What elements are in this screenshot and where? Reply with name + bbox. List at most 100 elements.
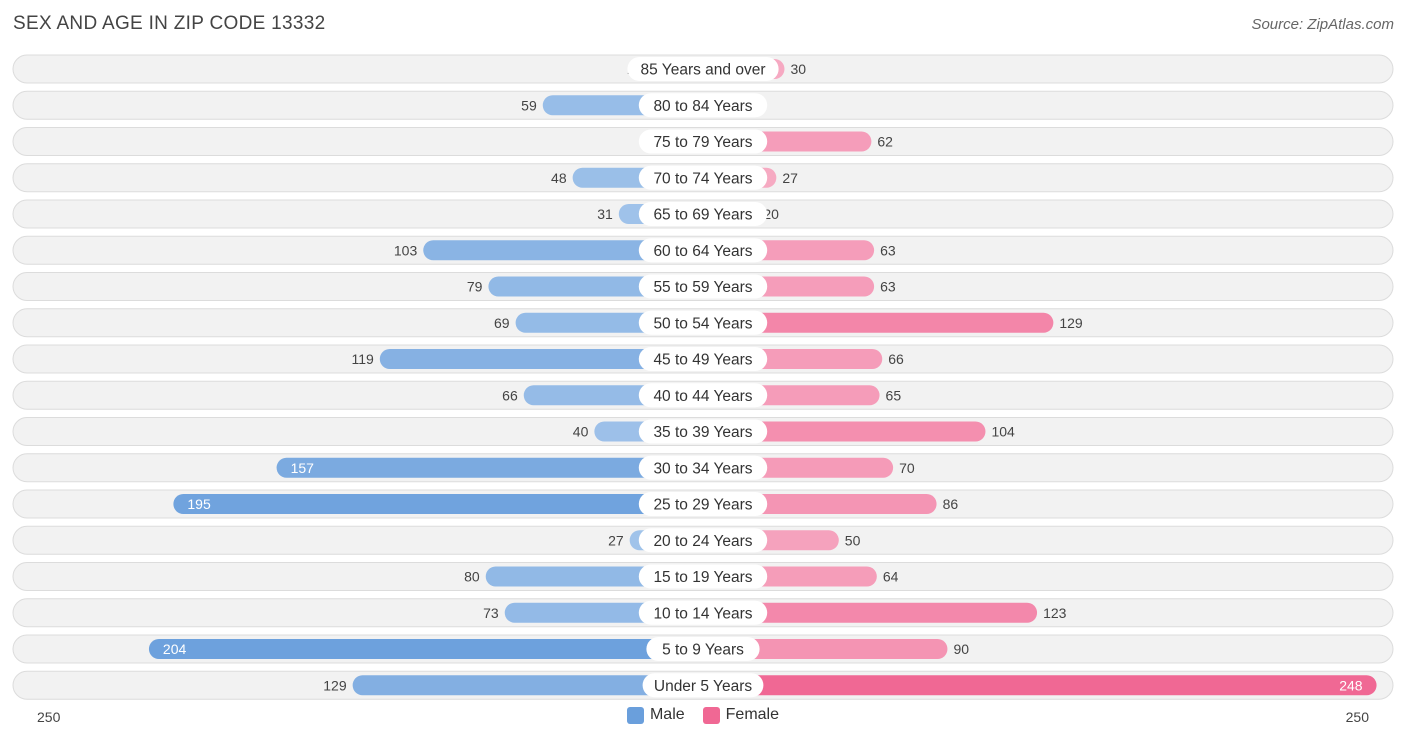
category-label: 85 Years and over — [641, 62, 766, 79]
chart-title: SEX AND AGE IN ZIP CODE 13332 — [13, 13, 326, 34]
data-label-female: 64 — [883, 569, 899, 585]
data-label-male: 119 — [351, 351, 374, 367]
chart-row: 69 129 50 to 54 Years — [12, 308, 1394, 338]
category-pill — [638, 129, 768, 154]
legend-item-female[interactable]: Female — [702, 706, 780, 724]
category-label: 45 to 49 Years — [653, 352, 752, 369]
legend-label-female: Female — [725, 706, 780, 723]
bar-female — [693, 675, 1377, 696]
data-label-male: 69 — [494, 315, 510, 331]
chart-row: 48 27 70 to 74 Years — [12, 163, 1394, 193]
category-pill — [638, 492, 768, 516]
legend-label-male: Male — [649, 706, 685, 723]
data-label-male: 66 — [502, 387, 518, 403]
bar-male — [173, 494, 713, 514]
category-label: 30 to 34 Years — [653, 460, 752, 477]
bar-male — [379, 349, 713, 369]
chart-row: 204 90 5 to 9 Years — [12, 634, 1394, 664]
source-credit: Source: ZipAtlas.com — [1251, 16, 1394, 33]
bar-female — [693, 312, 1054, 333]
data-label-female: 30 — [790, 61, 806, 77]
bar-male — [276, 457, 713, 478]
category-label: 80 to 84 Years — [653, 98, 752, 115]
category-pill — [638, 238, 768, 263]
category-pill — [638, 202, 768, 226]
chart-row: 79 63 55 to 59 Years — [12, 272, 1394, 301]
data-label-male: 40 — [573, 424, 589, 440]
data-label-female: 70 — [899, 460, 915, 476]
category-label: 25 to 29 Years — [653, 497, 752, 514]
category-pill — [638, 93, 768, 118]
category-pill — [638, 274, 768, 299]
data-label-female: 66 — [888, 351, 904, 367]
data-label-female: 129 — [1059, 315, 1083, 331]
bar-male — [148, 639, 713, 659]
data-label-male: 48 — [551, 170, 567, 186]
category-label: 55 to 59 Years — [653, 279, 752, 296]
legend-swatch-female — [702, 706, 720, 724]
data-label-female: 248 — [1339, 677, 1363, 693]
chart-row: 66 65 40 to 44 Years — [12, 380, 1394, 410]
chart-row: 195 86 25 to 29 Years — [12, 489, 1394, 519]
category-label: 60 to 64 Years — [653, 243, 752, 260]
data-label-male: 80 — [464, 569, 480, 585]
category-pill — [638, 528, 768, 553]
category-pill — [638, 564, 768, 589]
category-label: 50 to 54 Years — [653, 315, 752, 332]
category-pill — [638, 600, 768, 625]
bar-female — [693, 421, 986, 442]
category-pill — [646, 637, 760, 661]
category-label: 15 to 19 Years — [653, 569, 752, 586]
chart-row: 80 64 15 to 19 Years — [12, 562, 1394, 591]
data-label-female: 20 — [763, 206, 779, 222]
chart-row: 129 248 Under 5 Years — [12, 670, 1394, 700]
chart-row: 73 123 10 to 14 Years — [12, 598, 1394, 628]
data-label-male: 73 — [483, 605, 499, 621]
category-label: Under 5 Years — [654, 678, 752, 695]
chart-row: 119 66 45 to 49 Years — [12, 344, 1394, 374]
legend-item-male[interactable]: Male — [626, 706, 685, 724]
chart-row: 116275 to 79 Years — [12, 127, 1394, 156]
category-label: 65 to 69 Years — [653, 207, 752, 224]
category-pill — [638, 347, 768, 371]
category-pill — [638, 419, 768, 444]
legend: Male Female — [0, 706, 1406, 724]
chart-row: 31 20 65 to 69 Years — [12, 199, 1394, 229]
data-label-female: 50 — [845, 532, 861, 548]
data-label-male: 129 — [323, 677, 347, 693]
category-pill — [638, 165, 768, 190]
data-label-female: 123 — [1043, 605, 1067, 621]
chart-row: 103 63 60 to 64 Years — [12, 235, 1394, 265]
data-label-female: 63 — [880, 279, 896, 295]
axis-label-left: 250 — [37, 709, 61, 725]
chart-row: 27 50 20 to 24 Years — [12, 525, 1394, 555]
data-label-female: 90 — [953, 641, 969, 657]
data-label-female: 63 — [880, 242, 896, 258]
category-label: 5 to 9 Years — [662, 642, 744, 659]
data-label-male: 59 — [521, 97, 537, 113]
axis-label-right: 250 — [1346, 709, 1370, 725]
bar-female — [693, 602, 1038, 623]
data-label-female: 86 — [943, 496, 959, 512]
category-label: 20 to 24 Years — [653, 533, 752, 550]
legend-swatch-male — [626, 706, 644, 724]
data-label-female: 104 — [991, 424, 1015, 440]
data-label-male: 79 — [467, 279, 483, 295]
chart-row: 203085 Years and over — [12, 54, 1394, 84]
category-pill — [638, 383, 768, 408]
data-label-male: 103 — [394, 242, 418, 258]
data-label-male: 27 — [608, 532, 624, 548]
data-label-male: 31 — [597, 206, 613, 222]
data-label-male: 195 — [187, 496, 211, 512]
category-label: 35 to 39 Years — [653, 424, 752, 441]
category-pill — [638, 310, 768, 335]
category-pill — [642, 673, 764, 698]
category-label: 70 to 74 Years — [653, 170, 752, 187]
data-label-male: 204 — [163, 641, 187, 657]
data-label-male: 157 — [291, 460, 315, 476]
category-label: 40 to 44 Years — [653, 388, 752, 405]
data-label-female: 65 — [886, 387, 902, 403]
category-label: 75 to 79 Years — [653, 134, 752, 151]
